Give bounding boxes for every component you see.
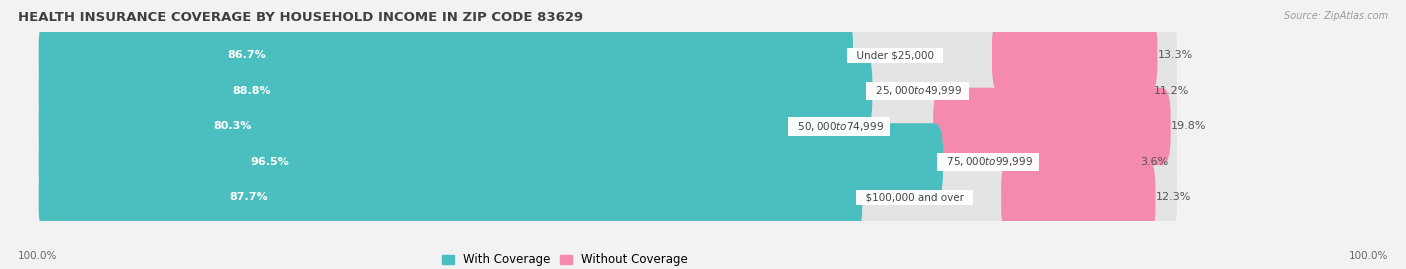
Text: 96.5%: 96.5% [250, 157, 288, 167]
FancyBboxPatch shape [1001, 159, 1156, 236]
Text: 88.8%: 88.8% [232, 86, 271, 96]
FancyBboxPatch shape [1011, 52, 1153, 130]
Text: HEALTH INSURANCE COVERAGE BY HOUSEHOLD INCOME IN ZIP CODE 83629: HEALTH INSURANCE COVERAGE BY HOUSEHOLD I… [18, 11, 583, 24]
FancyBboxPatch shape [39, 159, 1177, 236]
Text: Under $25,000: Under $25,000 [849, 50, 941, 60]
FancyBboxPatch shape [39, 88, 1177, 165]
Text: 100.0%: 100.0% [18, 251, 58, 261]
Text: 11.2%: 11.2% [1153, 86, 1188, 96]
FancyBboxPatch shape [934, 88, 1171, 165]
FancyBboxPatch shape [39, 159, 862, 236]
FancyBboxPatch shape [39, 123, 1177, 201]
Text: 86.7%: 86.7% [228, 50, 266, 60]
FancyBboxPatch shape [39, 17, 853, 94]
Text: $100,000 and over: $100,000 and over [859, 193, 970, 203]
Text: $50,000 to $74,999: $50,000 to $74,999 [792, 120, 887, 133]
Text: 87.7%: 87.7% [229, 193, 269, 203]
Text: $75,000 to $99,999: $75,000 to $99,999 [939, 155, 1036, 168]
Legend: With Coverage, Without Coverage: With Coverage, Without Coverage [437, 249, 693, 269]
Text: 12.3%: 12.3% [1156, 193, 1191, 203]
Text: 80.3%: 80.3% [212, 121, 252, 132]
Text: 13.3%: 13.3% [1157, 50, 1192, 60]
Text: 3.6%: 3.6% [1140, 157, 1168, 167]
FancyBboxPatch shape [39, 52, 872, 130]
FancyBboxPatch shape [39, 17, 1177, 94]
FancyBboxPatch shape [39, 123, 943, 201]
FancyBboxPatch shape [993, 17, 1157, 94]
Text: 19.8%: 19.8% [1171, 121, 1206, 132]
FancyBboxPatch shape [1083, 123, 1140, 201]
FancyBboxPatch shape [39, 88, 794, 165]
Text: 100.0%: 100.0% [1348, 251, 1388, 261]
FancyBboxPatch shape [39, 52, 1177, 130]
Text: Source: ZipAtlas.com: Source: ZipAtlas.com [1284, 11, 1388, 21]
Text: $25,000 to $49,999: $25,000 to $49,999 [869, 84, 966, 97]
